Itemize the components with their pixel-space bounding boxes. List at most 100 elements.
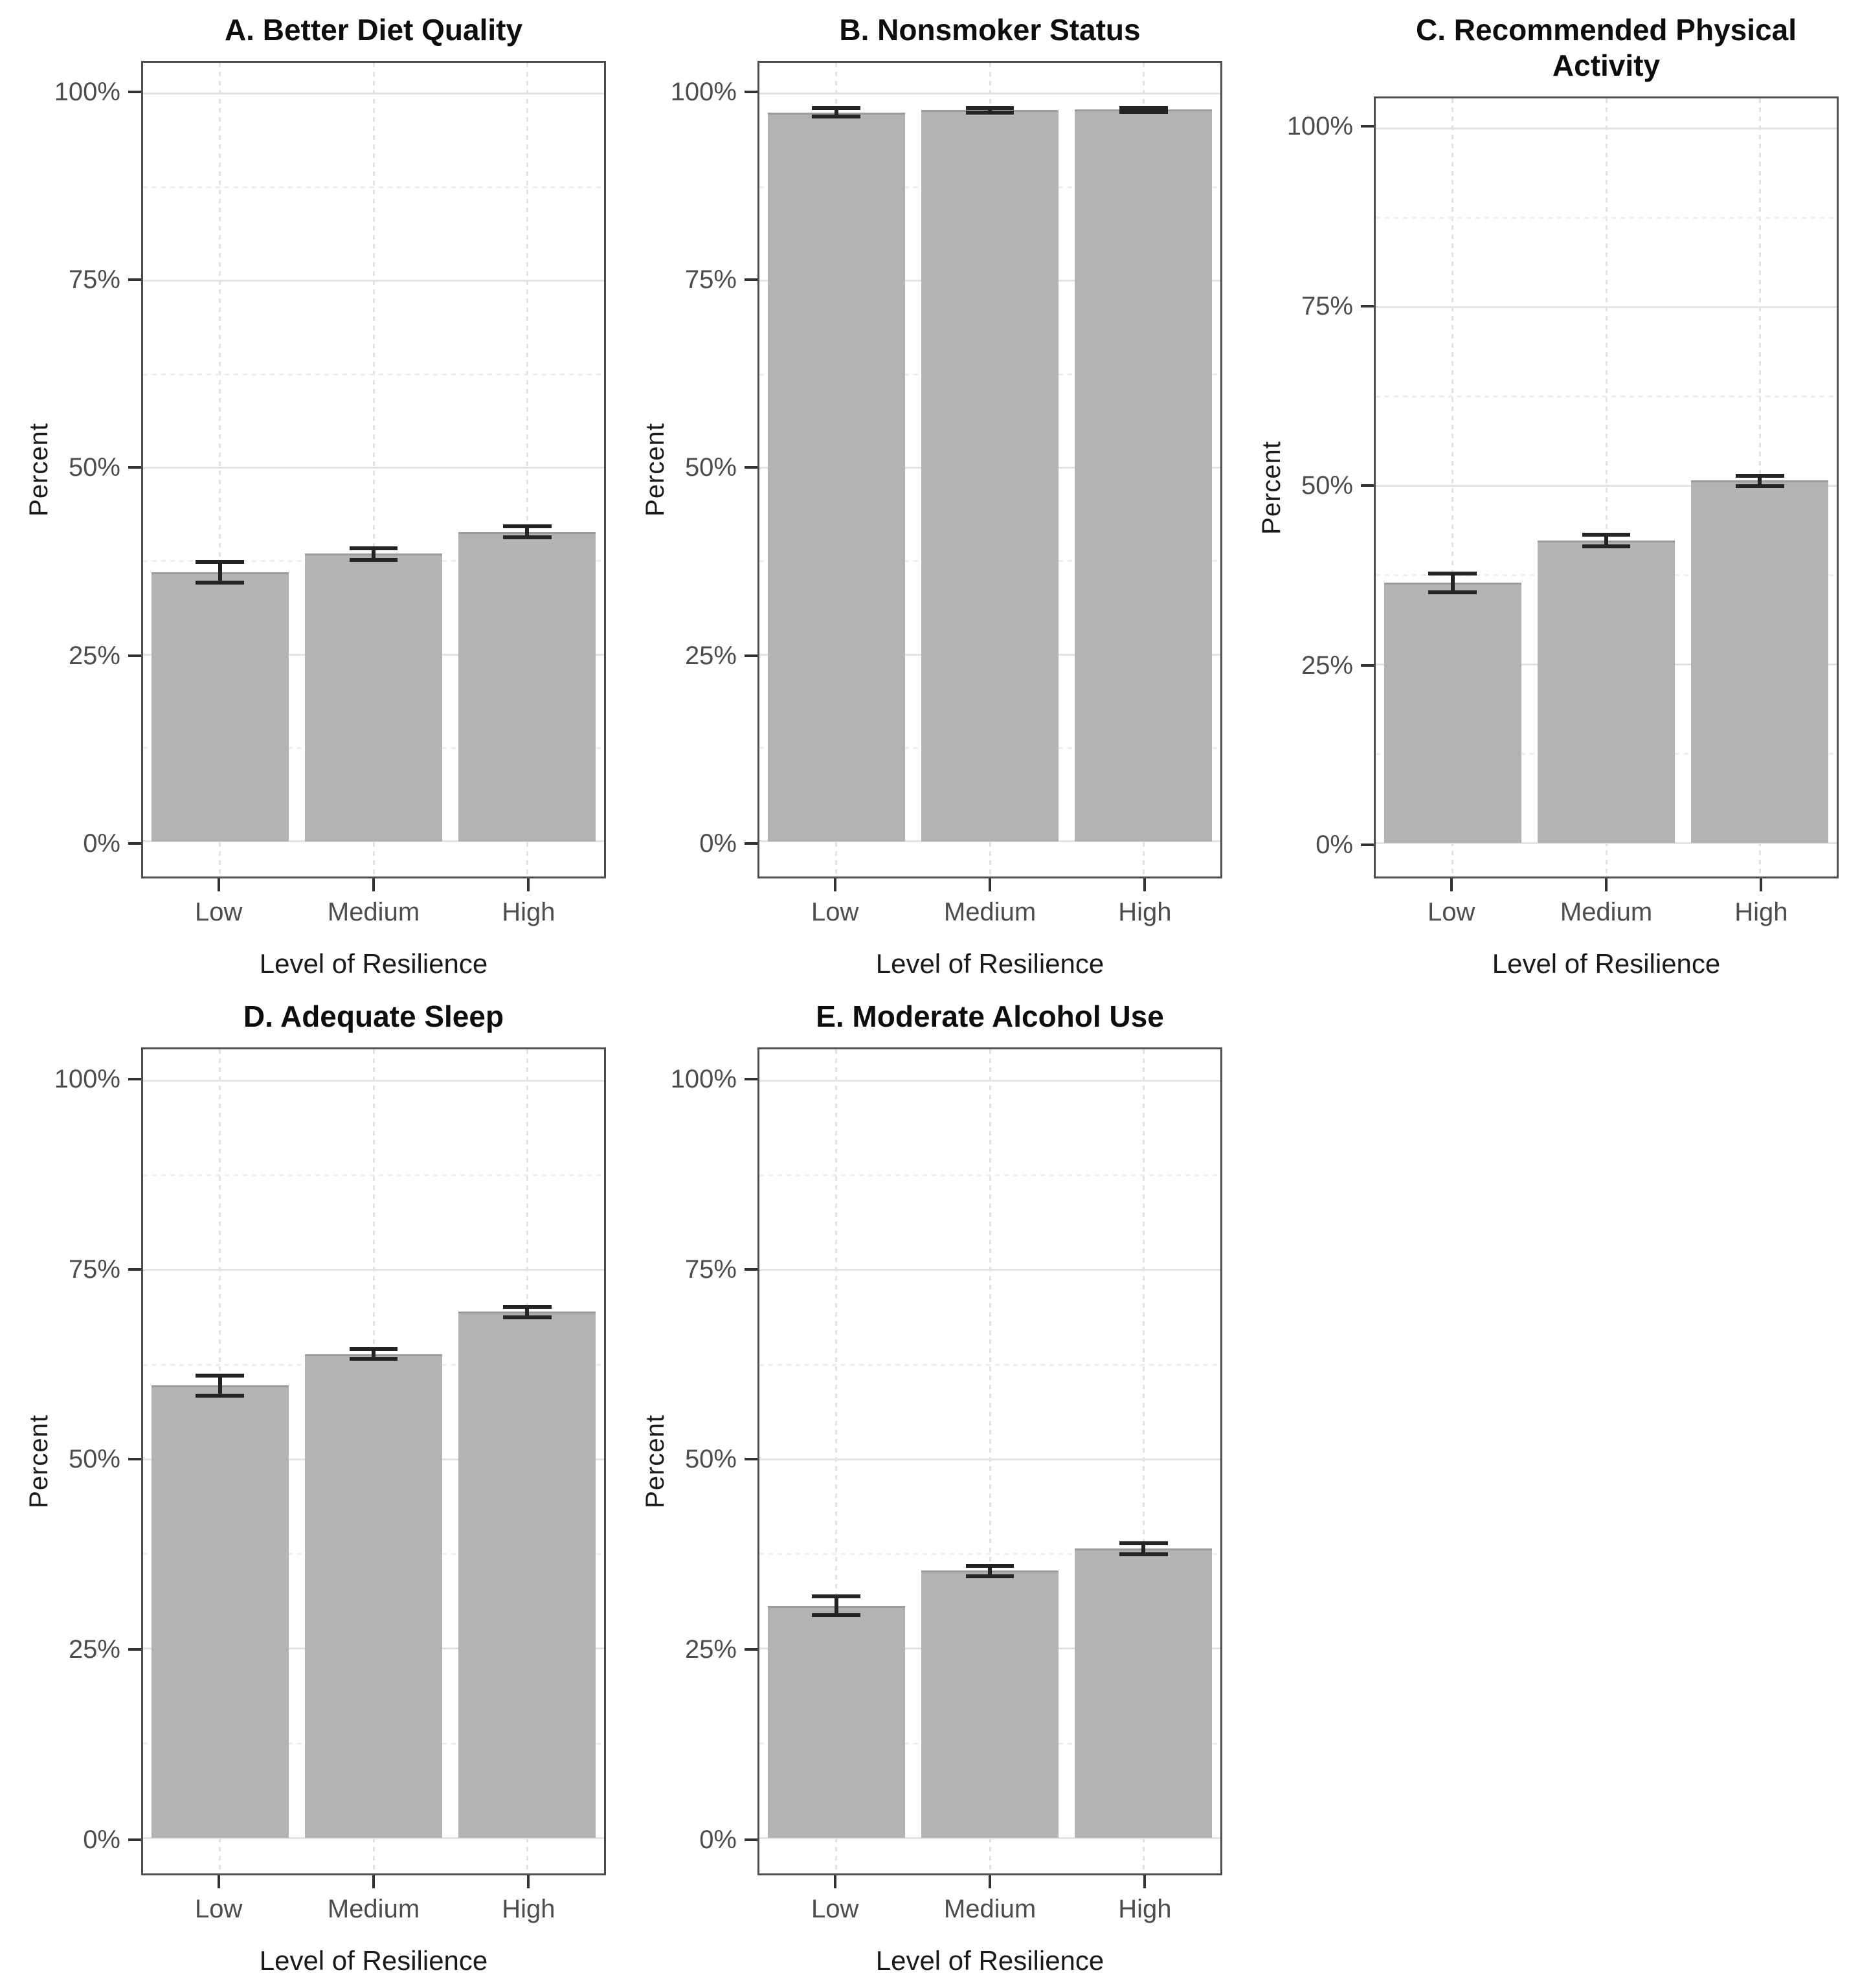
x-axis-tick [527,1875,530,1888]
x-tick-label: Medium [1560,898,1653,926]
minor-gridline [1376,216,1837,219]
bar [1075,1548,1213,1838]
error-bar-cap [349,1346,398,1351]
y-tick-label: 100% [670,78,737,107]
y-tick-label: 100% [54,78,120,107]
x-tick-label: High [502,1895,555,1923]
y-axis-tick [1361,484,1374,487]
x-axis-tick [1143,878,1147,891]
plot-area [757,1047,1222,1875]
error-bar-cap [965,106,1014,110]
error-bar-cap [1119,106,1168,110]
y-tick-label: 50% [684,453,737,482]
bar [304,553,443,842]
error-bar-line [1141,1543,1146,1554]
y-axis-tick [745,842,757,845]
x-axis-tick [833,878,836,891]
chart-row: Percent 0% 25% 50% 75% 100% [19,61,616,878]
major-gridline [1376,842,1837,844]
y-axis-title-column: Percent [19,1047,58,1875]
y-axis-title-column: Percent [19,61,58,878]
y-axis-tick [1361,664,1374,667]
y-axis-tick [745,1838,757,1842]
y-tick-label: 50% [1301,471,1353,500]
x-tick-label: High [1118,1895,1172,1923]
major-gridline [759,840,1220,843]
major-gridline [143,93,604,95]
chart-panel: C. Recommended Physical Activity Percent… [1233,5,1849,991]
vertical-gridline [989,1049,991,1873]
error-bar-line [834,1596,838,1616]
chart-panel: D. Adequate Sleep Percent 0% 25% 50% 75% 100… [0,991,616,1988]
x-axis: Low Medium High [141,878,606,948]
major-gridline [759,1269,1220,1271]
y-axis-title: Percent [24,423,53,517]
bar [151,572,289,842]
error-bar-cap [502,1305,552,1310]
error-bar-line [1758,475,1762,487]
error-bar-cap [1428,572,1477,576]
bar [1691,480,1829,843]
minor-gridline [143,1174,604,1177]
y-tick-label: 100% [1286,112,1353,141]
y-tick-label: 0% [699,829,737,858]
y-axis-tick [1361,125,1374,128]
y-axis-tick [128,1648,141,1651]
x-axis-tick [372,1875,375,1888]
y-tick-label: 75% [684,1255,737,1284]
y-axis: 0% 25% 50% 75% 100% [54,1047,141,1875]
error-bar-line [372,548,375,560]
major-gridline [143,1269,604,1271]
error-bar-line [834,107,838,117]
vertical-gridline [1142,1049,1145,1873]
error-bar-cap [1582,544,1631,549]
y-axis-tick [128,278,141,282]
error-bar-cap [196,1394,245,1398]
chart-panel: E. Moderate Alcohol Use Percent 0% 25% 50%… [616,991,1233,1988]
y-axis-tick [128,842,141,845]
major-gridline [1376,306,1837,308]
bar [458,531,596,842]
error-bar-line [218,562,222,583]
error-bar-cap [965,1564,1014,1569]
x-axis-tick [833,1875,836,1888]
x-tick-label: Low [811,898,859,926]
plot-area [141,61,606,878]
error-bar-line [1450,574,1455,592]
y-axis-tick [745,1077,757,1080]
y-tick-label: 75% [684,265,737,295]
y-axis: 0% 25% 50% 75% 100% [54,61,141,878]
x-axis-tick [527,878,530,891]
major-gridline [143,1837,604,1839]
y-tick-label: 50% [68,453,120,482]
x-axis-tick [217,1875,220,1888]
chart-row: Percent 0% 25% 50% 75% 100% [1252,96,1849,878]
x-axis-tick [1143,1875,1147,1888]
y-axis-title-column: Percent [1252,96,1291,878]
y-axis: 0% 25% 50% 75% 100% [671,1047,757,1875]
error-bar-cap [502,1315,552,1319]
error-bar-cap [965,110,1014,115]
y-tick-label: 25% [684,641,737,670]
x-axis-tick [1450,878,1453,891]
y-axis-tick [128,654,141,657]
x-axis-tick [217,878,220,891]
panel-title: A. Better Diet Quality [224,13,523,47]
y-axis-tick [745,654,757,657]
y-axis-title: Percent [640,1414,669,1509]
vertical-gridline [219,63,221,877]
x-tick-label: Medium [943,1895,1037,1923]
x-axis-title: Level of Resilience [875,948,1104,979]
x-axis: Low Medium High [757,1875,1222,1945]
chart-row: Percent 0% 25% 50% 75% 100% [636,1047,1233,1875]
y-axis-tick [128,466,141,469]
x-axis: Low Medium High [1374,878,1839,948]
bar [1537,541,1675,843]
error-bar-cap [812,1613,861,1618]
plot-area [757,61,1222,878]
y-tick-label: 0% [699,1826,737,1855]
x-axis-tick [1605,878,1608,891]
major-gridline [759,93,1220,95]
y-axis-tick [745,278,757,282]
